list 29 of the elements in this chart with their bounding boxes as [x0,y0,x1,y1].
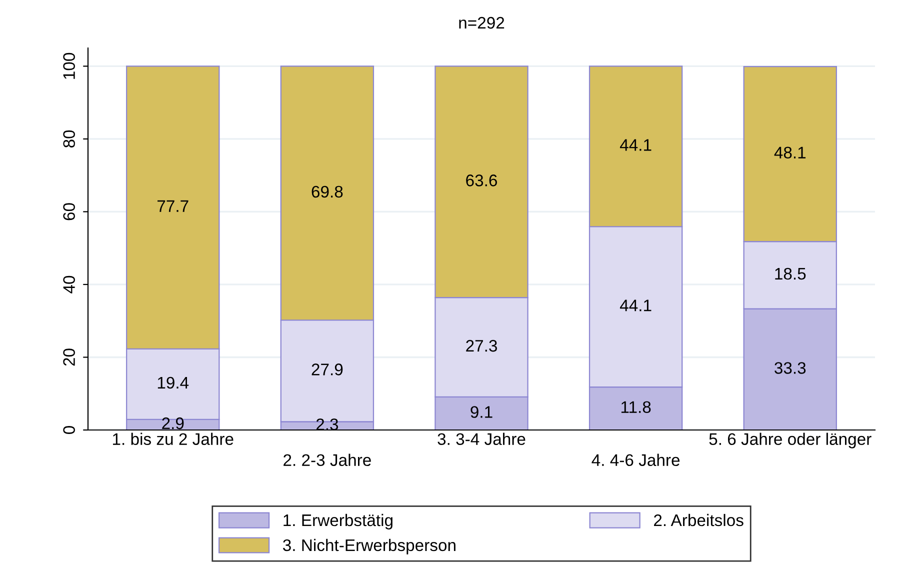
data-label: 63.6 [466,174,497,186]
data-label: 33.3 [774,362,806,374]
data-label: 44.1 [620,139,652,151]
data-label: 69.8 [312,186,343,198]
y-tick-label: 60 [63,203,75,220]
x-tick-label: 2. 2-3 Jahre [284,454,371,466]
data-label: 27.9 [312,364,343,376]
data-label: 44.1 [620,300,652,312]
x-tick-label: 5. 6 Jahre oder länger [709,432,872,448]
legend-label: 1. Erwerbstätig [284,514,392,530]
data-label: 9.1 [470,406,492,418]
chart-title: n=292 [459,16,504,29]
x-tick-label: 3. 3-4 Jahre [438,432,526,446]
data-label: 19.4 [158,376,189,389]
data-label: 2.9 [162,417,184,430]
x-tick-label: 1. bis zu 2 Jahre [113,432,234,446]
data-label: 18.5 [775,268,806,280]
data-label: 77.7 [158,200,188,212]
legend-label: 3. Nicht-Erwerbsperson [283,538,456,554]
legend-label: 2. Arbeitslos [654,514,744,526]
y-tick-label: 100 [63,52,75,79]
data-label: 48.1 [774,146,806,159]
x-tick-label: 4. 4-6 Jahre [592,454,680,466]
y-tick-label: 0 [63,426,75,434]
data-label: 27.3 [466,340,497,352]
y-tick-label: 80 [63,130,75,148]
data-label: 11.8 [621,401,651,414]
y-tick-label: 20 [63,348,75,366]
y-tick-label: 40 [63,276,75,294]
